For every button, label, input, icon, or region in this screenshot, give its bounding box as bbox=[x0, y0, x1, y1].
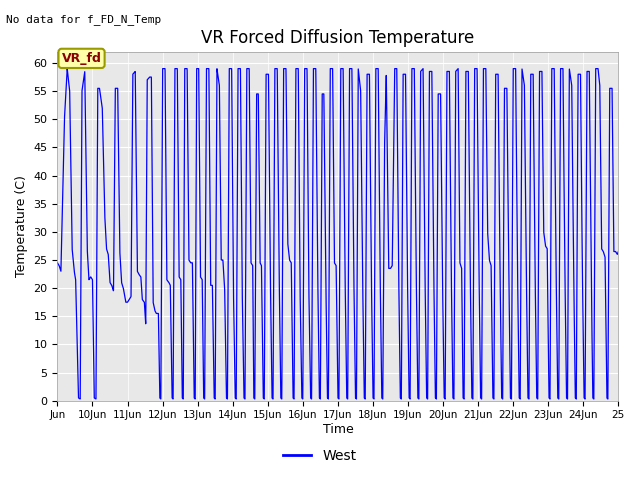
Text: No data for f_FD_N_Temp: No data for f_FD_N_Temp bbox=[6, 14, 162, 25]
Text: VR_fd: VR_fd bbox=[61, 52, 102, 65]
Y-axis label: Temperature (C): Temperature (C) bbox=[15, 175, 28, 277]
Title: VR Forced Diffusion Temperature: VR Forced Diffusion Temperature bbox=[201, 29, 474, 48]
Legend: West: West bbox=[278, 443, 362, 468]
X-axis label: Time: Time bbox=[323, 423, 353, 436]
